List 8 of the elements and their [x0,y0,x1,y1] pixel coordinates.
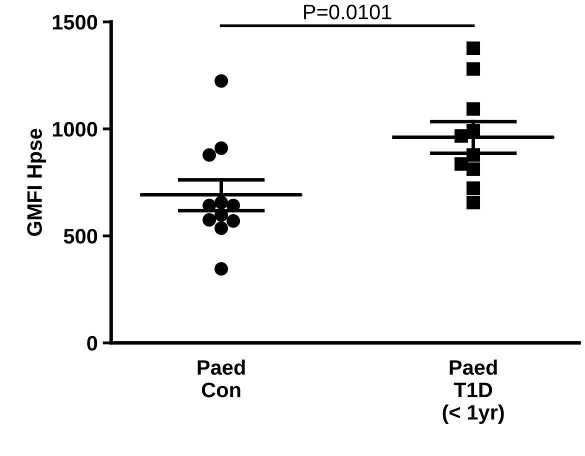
x-tick-label: Paed Con [198,360,245,398]
text: P=0.0101 [304,4,392,20]
y-tick-label: 500 [64,228,98,244]
y-tick-label: 1500 [52,14,98,30]
y-tick-label: 0 [87,336,98,351]
y-tick-label: 1000 [52,122,98,137]
x-tick-label: Paed T1D (< 1yr) [442,360,504,424]
y-axis-title: GMFI Hpse [27,128,46,236]
